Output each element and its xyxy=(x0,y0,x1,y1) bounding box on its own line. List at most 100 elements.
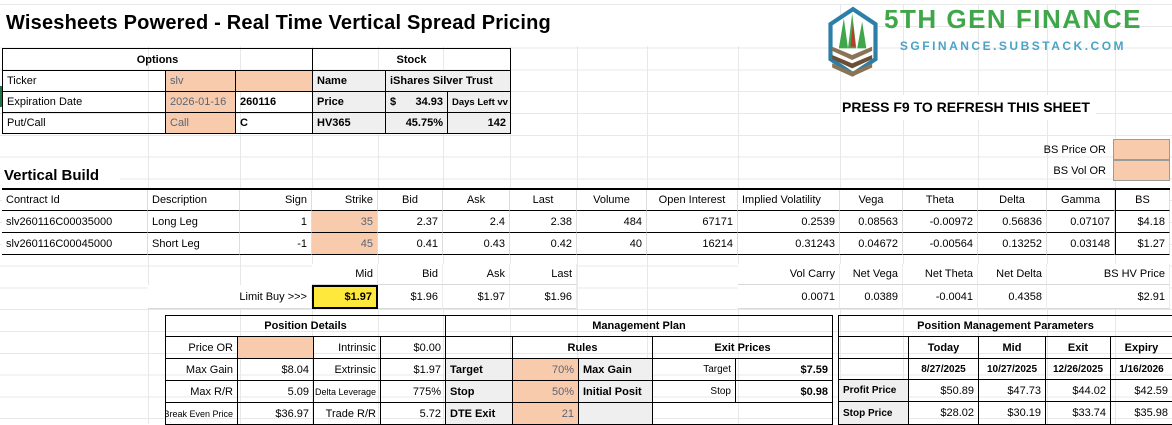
page-title: Wisesheets Powered - Real Time Vertical … xyxy=(6,12,551,34)
position-mgmt-table: Position Management Parameters Today Mid… xyxy=(838,315,1172,425)
break-even-value: $36.97 xyxy=(238,403,314,425)
long-leg-iv: 0.2539 xyxy=(738,211,840,233)
stock-name-label: Name xyxy=(313,71,386,92)
short-leg-delta: 0.13252 xyxy=(978,233,1047,255)
empty-cell xyxy=(446,337,513,359)
long-leg-delta: 0.56836 xyxy=(978,211,1047,233)
limit-mid-value[interactable]: $1.97 xyxy=(312,285,378,309)
exit-stop-value: $0.98 xyxy=(736,381,833,403)
stock-table: Stock Name iShares Silver Trust Price $ … xyxy=(312,48,511,134)
limit-ask-header: Ask xyxy=(443,264,510,285)
col-header-volume: Volume xyxy=(577,190,647,211)
short-leg-theta: -0.00564 xyxy=(903,233,978,255)
empty-cell xyxy=(839,337,909,359)
expiry-header: Expiry xyxy=(1111,337,1172,359)
col-header-vega: Vega xyxy=(840,190,903,211)
stop-pct-input[interactable]: 50% xyxy=(513,381,579,403)
days-left-value: 142 xyxy=(448,113,511,134)
expiration-input[interactable]: 2026-01-16 xyxy=(166,92,236,113)
short-leg-vega: 0.04672 xyxy=(840,233,903,255)
limit-ask-value: $1.97 xyxy=(443,285,510,309)
vol-carry-value: 0.0071 xyxy=(738,285,840,309)
putcall-label: Put/Call xyxy=(3,113,166,134)
management-plan-table: Management Plan Rules Exit Prices Target… xyxy=(445,315,833,425)
long-leg-contract: slv260116C00035000 xyxy=(2,211,148,233)
limit-last-header: Last xyxy=(510,264,577,285)
limit-bid-value: $1.96 xyxy=(378,285,443,309)
short-leg-sign: -1 xyxy=(240,233,312,255)
long-leg-gamma: 0.07107 xyxy=(1047,211,1115,233)
trade-rr-value: 5.72 xyxy=(381,403,446,425)
refresh-note: PRESS F9 TO REFRESH THIS SHEET xyxy=(842,99,1090,115)
price-or-input[interactable] xyxy=(238,337,314,359)
bs-vol-or-label: BS Vol OR xyxy=(1053,164,1106,177)
long-leg-strike-input[interactable]: 35 xyxy=(312,211,378,233)
short-leg-description: Short Leg xyxy=(148,233,240,255)
ticker-input[interactable]: slv xyxy=(166,71,236,92)
putcall-code: C xyxy=(236,113,313,134)
stop-price-today: $28.02 xyxy=(909,402,979,425)
break-even-label: Break Even Price xyxy=(166,403,238,425)
position-mgmt-header: Position Management Parameters xyxy=(839,316,1172,337)
intrinsic-label: Intrinsic xyxy=(314,337,381,359)
short-leg-strike-input[interactable]: 45 xyxy=(312,233,378,255)
position-details-table: Position Details Price OR Intrinsic $0.0… xyxy=(165,315,446,425)
long-leg-sign: 1 xyxy=(240,211,312,233)
target-pct-input[interactable]: 70% xyxy=(513,359,579,381)
short-leg-iv: 0.31243 xyxy=(738,233,840,255)
col-header-description: Description xyxy=(148,190,240,211)
max-rr-value: 5.09 xyxy=(238,381,314,403)
options-header: Options xyxy=(3,49,313,71)
stop-label: Stop xyxy=(446,381,513,403)
bs-price-or-input[interactable] xyxy=(1113,139,1170,160)
exit-target-label: Target xyxy=(653,359,736,381)
price-number: 34.93 xyxy=(415,96,443,108)
empty-cell xyxy=(839,359,909,380)
long-leg-vega: 0.08563 xyxy=(840,211,903,233)
max-rr-label: Max R/R xyxy=(166,381,238,403)
long-leg-bs: $4.18 xyxy=(1115,211,1170,233)
price-or-label: Price OR xyxy=(166,337,238,359)
bs-vol-or-input[interactable] xyxy=(1113,160,1170,181)
days-left-label: Days Left vv xyxy=(448,92,511,113)
putcall-input[interactable]: Call xyxy=(166,113,236,134)
bs-hv-price-header: BS HV Price xyxy=(1047,264,1170,285)
options-table: Options Ticker slv Expiration Date 2026-… xyxy=(2,48,313,134)
bs-hv-price-value: $2.91 xyxy=(1047,285,1170,309)
empty-cell xyxy=(579,403,653,425)
stock-header: Stock xyxy=(313,49,511,71)
extrinsic-label: Extrinsic xyxy=(314,359,381,381)
title-background xyxy=(0,5,828,46)
ticker-extra-cell[interactable] xyxy=(236,71,313,92)
expiry-date: 1/16/2026 xyxy=(1111,359,1172,380)
net-vega-value: 0.0389 xyxy=(840,285,903,309)
vertical-build-heading: Vertical Build xyxy=(4,167,100,184)
exit-target-value: $7.59 xyxy=(736,359,833,381)
net-vega-header: Net Vega xyxy=(840,264,903,285)
target-label: Target xyxy=(446,359,513,381)
long-leg-bid: 2.37 xyxy=(378,211,443,233)
row-indicator xyxy=(0,86,3,107)
col-header-ask: Ask xyxy=(443,190,510,211)
limit-buy-section: Mid Bid Ask Last Vol Carry Net Vega Net … xyxy=(2,264,1170,309)
stop-price-label: Stop Price xyxy=(839,402,909,425)
target-desc: Max Gain xyxy=(579,359,653,381)
long-leg-description: Long Leg xyxy=(148,211,240,233)
position-details-header: Position Details xyxy=(166,316,446,337)
today-date: 8/27/2025 xyxy=(909,359,979,380)
brand-site[interactable]: SGFINANCE.SUBSTACK.COM xyxy=(899,39,1127,53)
long-leg-ask: 2.4 xyxy=(443,211,510,233)
profit-price-exit: $44.02 xyxy=(1046,380,1111,402)
stop-price-exit: $33.74 xyxy=(1046,402,1111,425)
col-header-open-interest: Open Interest xyxy=(647,190,738,211)
col-header-last: Last xyxy=(510,190,577,211)
profit-price-label: Profit Price xyxy=(839,380,909,402)
profit-price-expiry: $42.59 xyxy=(1111,380,1172,402)
short-leg-ask: 0.43 xyxy=(443,233,510,255)
dte-exit-input[interactable]: 21 xyxy=(513,403,579,425)
brand-logo: 5TH GEN FINANCE SGFINANCE.SUBSTACK.COM xyxy=(828,6,1142,84)
col-header-strike: Strike xyxy=(312,190,378,211)
mid-date: 10/27/2025 xyxy=(979,359,1046,380)
long-leg-theta: -0.00972 xyxy=(903,211,978,233)
trade-rr-label: Trade R/R xyxy=(314,403,381,425)
